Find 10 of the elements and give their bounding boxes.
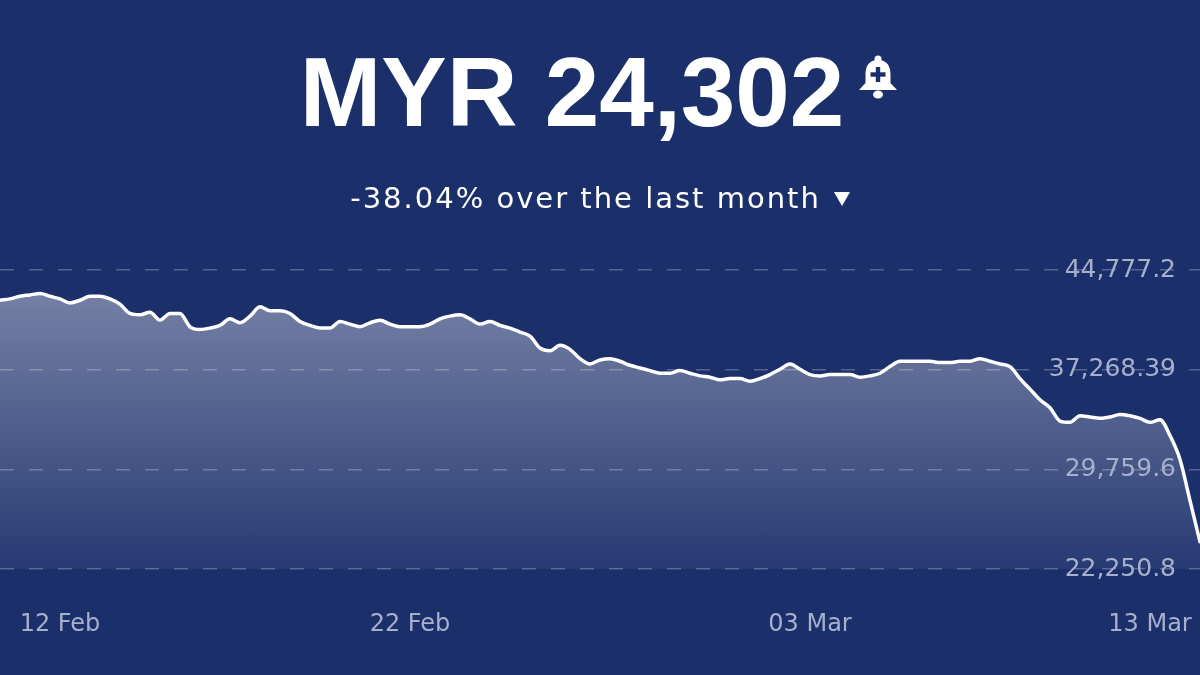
y-tick-label: 22,250.8	[1064, 552, 1176, 582]
x-tick-label: 03 Mar	[768, 608, 852, 637]
chart-subtitle: -38.04% over the last month	[350, 181, 821, 215]
x-tick-label: 13 Mar	[1108, 608, 1192, 637]
chart-title: MYR 24,302	[299, 37, 845, 147]
y-tick-label: 37,268.39	[1048, 353, 1176, 383]
y-tick-label: 29,759.6	[1064, 452, 1176, 482]
x-tick-label: 22 Feb	[369, 608, 451, 637]
y-tick-label: 44,777.2	[1064, 253, 1176, 283]
x-tick-label: 12 Feb	[19, 608, 101, 637]
